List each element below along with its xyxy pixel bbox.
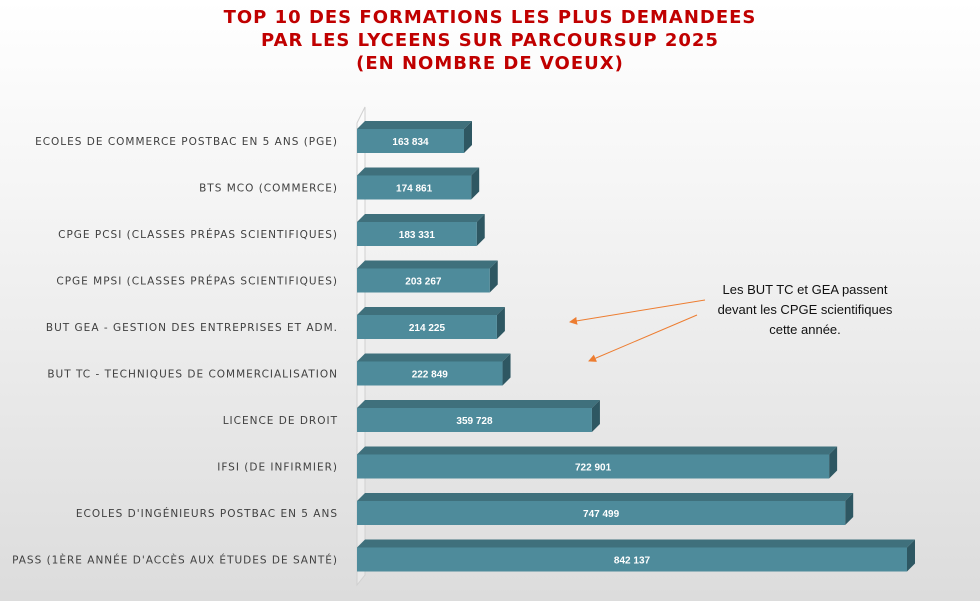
bar-side-face [476, 214, 485, 246]
bar-side-face [464, 121, 473, 153]
category-label: IFSI (DE INFIRMIER) [217, 462, 338, 474]
bar: 214 225 [357, 307, 505, 339]
category-label: BUT TC - TECHNIQUES DE COMMERCIALISATION [47, 369, 338, 381]
bar-front-face [357, 222, 477, 246]
category-label: PASS (1ÈRE ANNÉE D'ACCÈS AUX ÉTUDES DE S… [12, 554, 338, 567]
annotation-callout: Les BUT TC et GEA passent devant les CPG… [700, 280, 910, 340]
category-label: BTS MCO (COMMERCE) [199, 183, 338, 195]
annotation-line-1: Les BUT TC et GEA passent [722, 282, 888, 297]
chart-title-line-3: (EN NOMBRE DE VOEUX) [356, 53, 624, 74]
bar-side-face [502, 353, 511, 386]
annotation-arrows [569, 299, 706, 362]
bar-top-face [357, 214, 485, 222]
bar-front-face [357, 547, 907, 572]
bar-side-face [489, 260, 498, 293]
arrow-to-but-gea [569, 299, 706, 325]
bar-top-face [357, 260, 498, 269]
bar-side-face [829, 446, 838, 479]
bar-value-label: 222 849 [412, 370, 449, 381]
bar-front-face [357, 175, 472, 200]
bar-value-label: 163 834 [392, 137, 429, 148]
arrow-to-but-tc [588, 314, 698, 362]
chart-title-line-2: PAR LES LYCEENS SUR PARCOURSUP 2025 [261, 30, 719, 51]
category-label: BUT GEA - GESTION DES ENTREPRISES ET ADM… [46, 322, 338, 334]
bar-value-label: 174 861 [396, 184, 433, 195]
bar-top-face [357, 400, 600, 408]
bar-top-face [357, 539, 915, 548]
bar-top-face [357, 493, 854, 501]
annotation-line-3: cette année. [769, 322, 841, 337]
category-label: CPGE MPSI (CLASSES PRÉPAS SCIENTIFIQUES) [56, 275, 338, 288]
bar-top-face [357, 353, 511, 362]
bar-top-face [357, 307, 505, 315]
category-label: LICENCE DE DROIT [223, 415, 338, 427]
bar-front-face [357, 501, 846, 525]
bar-side-face [471, 167, 480, 200]
chart-title-line-1: TOP 10 DES FORMATIONS LES PLUS DEMANDEES [223, 7, 757, 28]
bar-value-label: 203 267 [405, 277, 442, 288]
bar: 222 849 [357, 353, 511, 386]
bar: 747 499 [357, 493, 854, 525]
bar-front-face [357, 268, 490, 293]
category-label: ECOLES D'INGÉNIEURS POSTBAC EN 5 ANS [76, 507, 338, 520]
bar-value-label: 747 499 [583, 509, 620, 520]
bar-top-face [357, 167, 480, 176]
bar-value-label: 214 225 [409, 323, 446, 334]
bar-side-face [845, 493, 854, 525]
bar-value-label: 842 137 [614, 556, 651, 567]
bar-side-face [496, 307, 505, 339]
bar-value-label: 722 901 [575, 463, 612, 474]
annotation-line-2: devant les CPGE scientifiques [717, 302, 893, 317]
bar-front-face [357, 361, 503, 386]
bar: 174 861 [357, 167, 480, 200]
bar-side-face [591, 400, 600, 432]
bars: 163 834 174 861 183 331 203 267 214 225 222 8… [357, 121, 915, 572]
bar-front-face [357, 129, 465, 153]
category-label: ECOLES DE COMMERCE POSTBAC EN 5 ANS (PGE… [35, 136, 338, 148]
bar-front-face [357, 408, 592, 432]
category-labels: ECOLES DE COMMERCE POSTBAC EN 5 ANS (PGE… [12, 136, 338, 567]
chart-title: TOP 10 DES FORMATIONS LES PLUS DEMANDEES… [0, 6, 980, 75]
bar-value-label: 183 331 [399, 230, 436, 241]
bar-side-face [907, 539, 915, 572]
bar-value-label: 359 728 [456, 416, 493, 427]
bar-front-face [357, 454, 830, 479]
bar-top-face [357, 121, 473, 129]
bar-front-face [357, 315, 497, 339]
bar: 722 901 [357, 446, 838, 479]
bar: 203 267 [357, 260, 498, 293]
bar-top-face [357, 446, 838, 455]
bar: 163 834 [357, 121, 473, 153]
bar: 183 331 [357, 214, 485, 246]
bar: 359 728 [357, 400, 600, 432]
bar: 842 137 [357, 539, 915, 572]
category-label: CPGE PCSI (CLASSES PRÉPAS SCIENTIFIQUES) [58, 228, 338, 241]
